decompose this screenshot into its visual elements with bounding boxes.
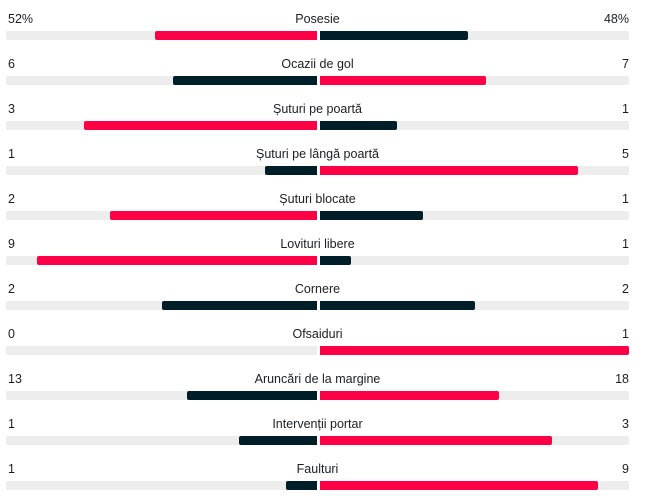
away-value: 1 (622, 237, 629, 251)
home-bar-fill (37, 256, 317, 265)
home-value: 3 (8, 102, 15, 116)
away-bar-track (320, 76, 629, 85)
home-bar-fill (285, 481, 317, 490)
stat-row: 9 Lovituri libere 1 (6, 235, 629, 275)
away-value: 9 (622, 462, 629, 476)
away-bar-fill (320, 391, 500, 400)
stat-row: 1 Faulturi 9 (6, 460, 629, 500)
away-bar-fill (320, 346, 629, 355)
away-bar-track (320, 481, 629, 490)
stat-label: Șuturi pe poartă (273, 102, 362, 116)
stat-row: 2 Șuturi blocate 1 (6, 190, 629, 230)
home-value: 6 (8, 57, 15, 71)
away-bar-fill (320, 301, 475, 310)
stat-bar (6, 256, 629, 265)
away-bar-track (320, 166, 629, 175)
stat-label: Cornere (294, 282, 341, 296)
home-value: 13 (8, 372, 22, 386)
away-bar-track (320, 301, 629, 310)
stat-bar (6, 301, 629, 310)
stat-row: 1 Șuturi pe lângă poartă 5 (6, 145, 629, 185)
away-value: 1 (622, 192, 629, 206)
home-value: 52% (8, 12, 34, 26)
home-bar-fill (239, 436, 317, 445)
home-value: 0 (8, 327, 15, 341)
home-bar-fill (265, 166, 317, 175)
stat-label: Faulturi (296, 462, 339, 476)
home-bar-track (6, 166, 317, 175)
away-bar-fill (320, 436, 552, 445)
stat-label: Ofsaiduri (292, 327, 343, 341)
stat-label: Intervenții portar (272, 417, 363, 431)
stat-bar (6, 76, 629, 85)
stat-row: 13 Aruncări de la margine 18 (6, 370, 629, 410)
stat-row: 6 Ocazii de gol 7 (6, 55, 629, 95)
stat-label: Posesie (295, 12, 340, 26)
away-value: 1 (622, 327, 629, 341)
stat-row: 1 Intervenții portar 3 (6, 415, 629, 455)
stat-bar (6, 436, 629, 445)
stat-bar (6, 211, 629, 220)
stat-label: Șuturi pe lângă poartă (255, 147, 379, 161)
away-bar-fill (320, 256, 351, 265)
away-bar-track (320, 31, 629, 40)
home-bar-fill (173, 76, 317, 85)
stat-label: Lovituri libere (280, 237, 355, 251)
away-value: 7 (622, 57, 629, 71)
stat-bar (6, 346, 629, 355)
home-bar-track (6, 391, 317, 400)
away-value: 2 (622, 282, 629, 296)
home-value: 2 (8, 192, 15, 206)
home-bar-track (6, 346, 317, 355)
away-value: 5 (622, 147, 629, 161)
away-bar-track (320, 121, 629, 130)
stat-row: 52% Posesie 48% (6, 10, 629, 50)
home-value: 1 (8, 417, 15, 431)
away-bar-fill (320, 76, 487, 85)
stat-bar (6, 31, 629, 40)
stat-bar (6, 391, 629, 400)
home-value: 9 (8, 237, 15, 251)
home-bar-fill (186, 391, 317, 400)
stat-row: 2 Cornere 2 (6, 280, 629, 320)
stat-label: Ocazii de gol (281, 57, 354, 71)
home-value: 1 (8, 147, 15, 161)
stat-bar (6, 121, 629, 130)
away-value: 18 (615, 372, 629, 386)
home-bar-fill (155, 31, 317, 40)
away-value: 1 (622, 102, 629, 116)
stat-row: 0 Ofsaiduri 1 (6, 325, 629, 365)
home-bar-fill (109, 211, 317, 220)
home-bar-track (6, 76, 317, 85)
stat-label: Șuturi blocate (279, 192, 356, 206)
away-bar-track (320, 346, 629, 355)
home-bar-track (6, 301, 317, 310)
away-value: 3 (622, 417, 629, 431)
away-bar-fill (320, 481, 599, 490)
home-bar-track (6, 436, 317, 445)
home-value: 2 (8, 282, 15, 296)
away-value: 48% (603, 12, 629, 26)
stat-bar (6, 481, 629, 490)
home-bar-fill (83, 121, 317, 130)
away-bar-track (320, 436, 629, 445)
away-bar-fill (320, 211, 423, 220)
home-bar-track (6, 31, 317, 40)
home-bar-track (6, 256, 317, 265)
stat-row: 3 Șuturi pe poartă 1 (6, 100, 629, 140)
home-bar-fill (161, 301, 317, 310)
away-bar-track (320, 256, 629, 265)
home-bar-track (6, 121, 317, 130)
home-value: 1 (8, 462, 15, 476)
stat-label: Aruncări de la margine (254, 372, 381, 386)
away-bar-fill (320, 31, 469, 40)
away-bar-track (320, 391, 629, 400)
home-bar-track (6, 481, 317, 490)
home-bar-track (6, 211, 317, 220)
stat-bar (6, 166, 629, 175)
away-bar-fill (320, 121, 398, 130)
away-bar-track (320, 211, 629, 220)
away-bar-fill (320, 166, 578, 175)
